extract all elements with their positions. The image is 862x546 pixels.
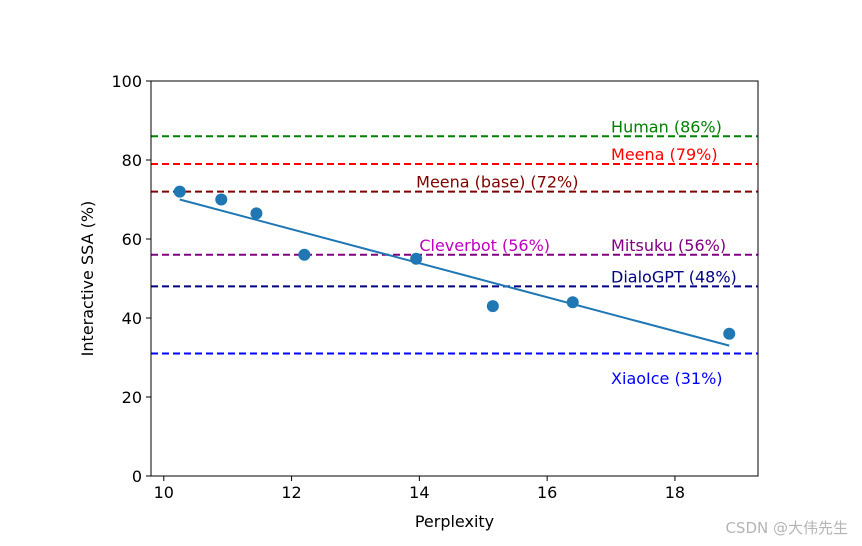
data-point [723, 327, 736, 340]
trend-line [179, 198, 730, 347]
x-tick-label: 16 [537, 483, 557, 502]
line-labels: Human (86%) Meena (79%) Meena (base) (72%)… [416, 117, 737, 388]
y-tick-label: 0 [132, 467, 142, 486]
y-tick-label: 20 [122, 388, 142, 407]
line-annotation-label: Cleverbot (56%) [419, 236, 550, 255]
y-tick-label: 80 [122, 151, 142, 170]
reference-lines [151, 135, 758, 355]
data-point [250, 207, 263, 220]
data-point [173, 185, 186, 198]
data-points [173, 185, 736, 340]
reference-line-label: Meena (base) (72%) [416, 173, 578, 192]
y-tick-label: 40 [122, 309, 142, 328]
x-axis-label: Perplexity [415, 512, 494, 531]
reference-line-label: Mitsuku (56%) [611, 236, 726, 255]
data-point [486, 300, 499, 313]
x-axis-ticks: 10 12 14 16 18 [154, 476, 685, 502]
y-tick-label: 100 [111, 72, 142, 91]
y-tick-label: 60 [122, 230, 142, 249]
reference-line-label: DialoGPT (48%) [611, 268, 737, 287]
data-point [298, 248, 311, 261]
y-axis-label: Interactive SSA (%) [78, 201, 97, 357]
data-point [566, 296, 579, 309]
trend-line-group [179, 198, 730, 347]
reference-line-label: Meena (79%) [611, 145, 718, 164]
data-point [410, 252, 423, 265]
watermark: CSDN @大伟先生 [725, 519, 848, 537]
reference-line-label: XiaoIce (31%) [611, 369, 723, 388]
data-point [215, 193, 228, 206]
x-tick-label: 10 [154, 483, 174, 502]
plot-frame [150, 80, 759, 477]
x-tick-label: 18 [665, 483, 685, 502]
y-axis-ticks: 0 20 40 60 80 100 [111, 72, 151, 486]
x-tick-label: 14 [409, 483, 429, 502]
reference-line-label: Human (86%) [611, 117, 722, 136]
x-tick-label: 12 [281, 483, 301, 502]
